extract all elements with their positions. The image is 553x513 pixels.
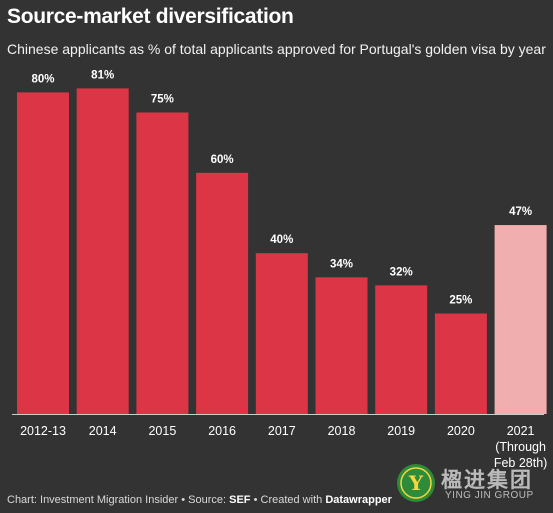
value-label-4: 40% <box>270 234 293 246</box>
bar-5 <box>315 277 368 414</box>
bar-1 <box>76 88 129 414</box>
bar-3 <box>196 172 249 414</box>
bar-4 <box>255 253 308 414</box>
x-tick-label-7: 2020 <box>447 424 475 438</box>
chart-title: Source-market diversification <box>7 5 294 28</box>
bar-0 <box>17 92 69 415</box>
footer-source[interactable]: SEF <box>229 494 251 506</box>
chart-subtitle: Chinese applicants as % of total applica… <box>7 41 546 57</box>
footer-created: • Created with <box>250 494 326 506</box>
bar-6 <box>375 285 428 414</box>
watermark-english: YING JIN GROUP <box>445 490 534 501</box>
x-tick-label-0: 2012-13 <box>20 424 66 438</box>
watermark-chinese: 楹进集团 <box>441 467 533 492</box>
x-tick-label-2: 2015 <box>148 424 176 438</box>
value-label-3: 60% <box>211 154 234 166</box>
value-label-7: 25% <box>449 295 472 307</box>
value-label-1: 81% <box>91 69 114 81</box>
bar-7 <box>434 313 487 414</box>
x-tick-label-8-2: Feb 28th) <box>494 456 548 470</box>
bar-chart: 80% 2012-13 81% 2014 75% 2015 60% 2016 40% 2017 34… <box>12 69 548 470</box>
value-label-8: 47% <box>509 206 532 218</box>
footer-credit: Chart: Investment Migration Insider • So… <box>7 494 230 506</box>
x-tick-label-8-1: (Through <box>495 440 546 454</box>
value-label-6: 32% <box>390 266 413 278</box>
x-tick-label-6: 2019 <box>387 424 415 438</box>
bar-2 <box>136 112 189 414</box>
x-tick-label-1: 2014 <box>89 424 117 438</box>
logo-letter: Y <box>408 471 424 495</box>
chart-footer: Chart: Investment Migration Insider • So… <box>7 494 392 506</box>
x-tick-label-4: 2017 <box>268 424 296 438</box>
x-tick-label-3: 2016 <box>208 424 236 438</box>
x-tick-label-8-0: 2021 <box>507 424 535 438</box>
value-label-5: 34% <box>330 258 353 270</box>
x-tick-label-5: 2018 <box>328 424 356 438</box>
value-label-0: 80% <box>31 73 54 85</box>
bar-8 <box>494 225 547 414</box>
watermark-logo: Y 楹进集团 YING JIN GROUP <box>395 462 547 510</box>
footer-tool[interactable]: Datawrapper <box>325 494 392 506</box>
value-label-2: 75% <box>151 94 174 106</box>
ying-jin-logo-icon: Y <box>397 464 435 502</box>
